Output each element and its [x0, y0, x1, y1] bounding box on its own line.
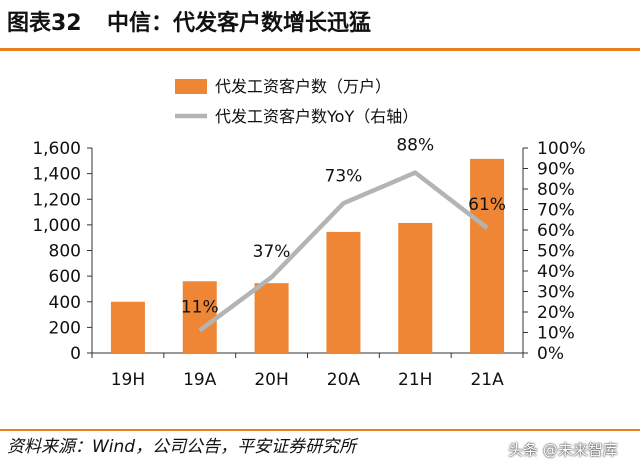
- watermark: 头条 @未来智库: [508, 441, 618, 459]
- legend: 代发工资客户数（万户） 代发工资客户数YoY（右轴）: [175, 77, 418, 126]
- yoy-data-label: 61%: [468, 195, 506, 215]
- x-tick-label: 21H: [398, 370, 432, 390]
- left-tick-label: 800: [49, 242, 81, 262]
- right-tick-label: 80%: [537, 180, 575, 200]
- footer-rule: [0, 429, 640, 431]
- right-tick-label: 100%: [537, 139, 586, 159]
- right-tick-label: 90%: [537, 160, 575, 180]
- figure-number: 图表32: [7, 11, 82, 36]
- bar: [470, 158, 505, 353]
- yoy-data-label: 73%: [325, 166, 363, 186]
- left-tick-label: 1,200: [32, 190, 81, 210]
- x-tick-label: 19A: [183, 370, 217, 390]
- left-tick-label: 400: [49, 293, 81, 313]
- legend-swatch-bar: [175, 79, 207, 94]
- right-tick-label: 30%: [537, 283, 575, 303]
- left-tick-label: 600: [49, 267, 81, 287]
- right-tick-label: 60%: [537, 221, 575, 241]
- right-tick-label: 40%: [537, 262, 575, 282]
- yoy-data-label: 11%: [181, 297, 219, 317]
- bar: [398, 222, 433, 353]
- header-rule: [0, 48, 640, 51]
- bar: [110, 301, 145, 353]
- figure-title: 中信：代发客户数增长迅猛: [107, 11, 372, 36]
- left-tick-label: 200: [49, 318, 81, 338]
- left-tick-label: 0: [70, 344, 81, 364]
- x-tick-label: 20H: [254, 370, 288, 390]
- plot-area: 02004006008001,0001,2001,4001,6000%10%20…: [32, 136, 585, 390]
- bar: [254, 283, 289, 353]
- right-tick-label: 50%: [537, 242, 575, 262]
- bar: [182, 281, 217, 353]
- left-tick-label: 1,400: [32, 165, 81, 185]
- x-tick-label: 20A: [327, 370, 361, 390]
- x-tick-label: 21A: [470, 370, 504, 390]
- left-tick-label: 1,000: [32, 216, 81, 236]
- chart: 代发工资客户数（万户） 代发工资客户数YoY（右轴） 0 200 400 600 800 1…: [32, 77, 585, 390]
- figure-header: 图表32 中信：代发客户数增长迅猛: [0, 0, 640, 48]
- right-tick-label: 70%: [537, 201, 575, 221]
- source-note: 资料来源：Wind，公司公告，平安证券研究所: [7, 437, 357, 457]
- yoy-data-label: 88%: [396, 136, 434, 156]
- left-tick-label: 1,600: [32, 139, 81, 159]
- yoy-data-label: 37%: [253, 242, 291, 262]
- legend-label-bar: 代发工资客户数（万户）: [215, 77, 391, 96]
- bar: [326, 231, 361, 353]
- right-tick-label: 0%: [537, 344, 564, 364]
- legend-label-line: 代发工资客户数YoY（右轴）: [215, 107, 418, 126]
- x-tick-label: 19H: [111, 370, 145, 390]
- right-tick-label: 20%: [537, 303, 575, 323]
- yoy-line: [198, 170, 489, 333]
- right-tick-label: 10%: [537, 324, 575, 344]
